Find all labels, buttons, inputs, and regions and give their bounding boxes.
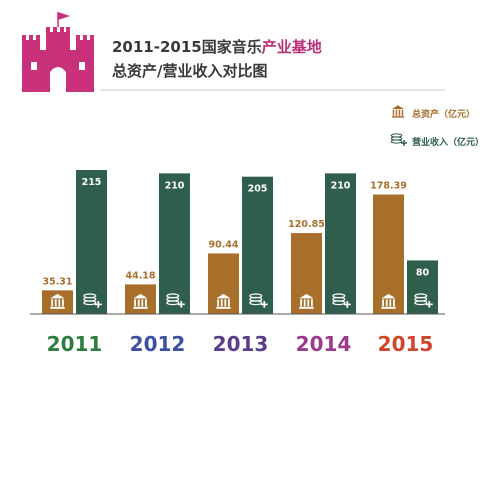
data-label-revenue-2014: 210 [331, 180, 351, 191]
coins-plus-icon [166, 293, 185, 308]
data-label-assets-2012: 44.18 [125, 270, 155, 281]
bar-assets-2013 [208, 253, 239, 314]
x-tick-labels: 2011 2012 2013 2014 2015 [47, 332, 434, 356]
x-tick-label-2012: 2012 [130, 332, 186, 356]
x-tick-label-2011: 2011 [47, 332, 103, 356]
coins-plus-icon [414, 293, 433, 308]
chart-title-part-a: 2011-2015国家音乐 [112, 38, 262, 56]
chart-subtitle: 总资产/营业收入对比图 [112, 62, 267, 80]
bank-icon [299, 293, 314, 309]
bar-assets-2014 [291, 233, 322, 314]
coins-plus-icon [83, 293, 102, 308]
coins-plus-icon [249, 293, 268, 308]
bar-revenue-2014 [325, 173, 356, 314]
legend-bank-icon [392, 105, 404, 118]
bank-icon [133, 293, 148, 309]
bar-revenue-2013 [242, 176, 273, 314]
x-tick-label-2015: 2015 [378, 332, 434, 356]
bars: 35.31 215 44.18 210 90.44 205 120.85 210 178.39 8… [42, 170, 438, 314]
x-tick-label-2013: 2013 [213, 332, 269, 356]
bank-icon [216, 293, 231, 309]
coins-plus-icon [332, 293, 351, 308]
chart-title-line1: 2011-2015国家音乐产业基地 [112, 38, 322, 56]
bar-assets-2011 [42, 290, 73, 314]
legend-revenue-label: 营业收入（亿元） [412, 136, 484, 148]
bank-icon [381, 293, 396, 309]
data-label-assets-2013: 90.44 [208, 239, 238, 250]
castle-icon [22, 12, 94, 92]
legend: 总资产（亿元） 营业收入（亿元） [390, 105, 484, 148]
bank-icon [50, 293, 65, 309]
data-label-assets-2014: 120.85 [288, 219, 325, 230]
chart-title-part-b: 产业基地 [262, 38, 322, 56]
data-label-revenue-2012: 210 [165, 180, 185, 191]
legend-coins-plus-icon [390, 133, 407, 146]
bar-revenue-2011 [76, 170, 107, 314]
legend-assets-label: 总资产（亿元） [412, 108, 475, 120]
data-label-revenue-2011: 215 [82, 177, 102, 188]
data-label-assets-2015: 178.39 [370, 181, 407, 192]
bar-assets-2012 [125, 284, 156, 314]
bar-revenue-2012 [159, 173, 190, 314]
x-tick-label-2014: 2014 [296, 332, 352, 356]
data-label-revenue-2013: 205 [248, 184, 268, 195]
data-label-revenue-2015: 80 [416, 267, 430, 278]
data-label-assets-2011: 35.31 [42, 276, 72, 287]
